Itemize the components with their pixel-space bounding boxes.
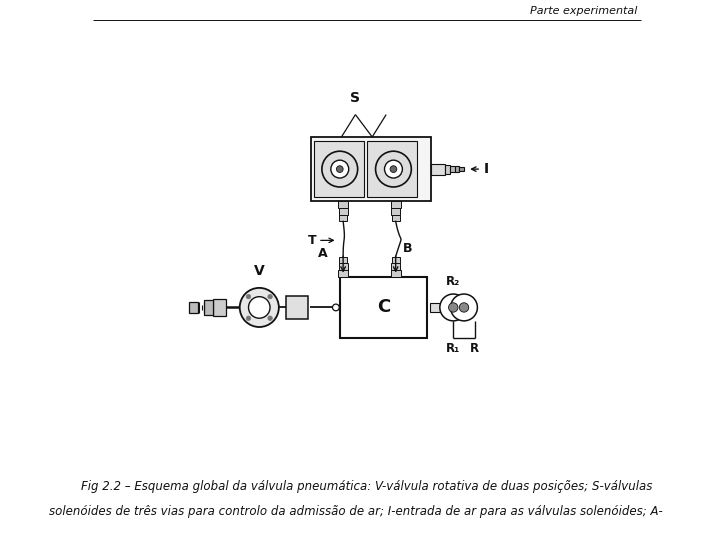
Circle shape (384, 160, 402, 178)
Bar (339, 257, 347, 263)
Circle shape (246, 316, 251, 320)
Circle shape (248, 297, 270, 318)
Circle shape (268, 316, 272, 320)
Bar (338, 201, 348, 208)
Bar (205, 300, 213, 315)
Text: V: V (254, 264, 265, 278)
Bar (339, 208, 347, 215)
Bar (430, 303, 440, 312)
Bar (455, 166, 459, 172)
Bar (338, 270, 348, 277)
Text: Fig 2.2 – Esquema global da válvula pneumática: V-válvula rotativa de duas posiç: Fig 2.2 – Esquema global da válvula pneu… (81, 480, 652, 493)
Bar (450, 165, 455, 172)
Text: R₁: R₁ (446, 342, 460, 355)
Circle shape (322, 151, 358, 187)
Bar (286, 296, 308, 319)
Bar (391, 208, 400, 215)
Bar (445, 164, 450, 173)
Text: C: C (377, 299, 390, 316)
Circle shape (448, 303, 458, 312)
Text: I: I (484, 162, 489, 176)
Circle shape (376, 151, 411, 187)
Text: A: A (318, 247, 327, 260)
Bar (213, 299, 226, 316)
Circle shape (331, 160, 349, 178)
Text: S: S (350, 91, 360, 105)
Text: R₂: R₂ (446, 276, 460, 288)
Circle shape (459, 303, 469, 312)
Bar (339, 263, 347, 270)
Text: B: B (402, 242, 412, 255)
Bar (367, 141, 417, 197)
Bar (311, 137, 431, 201)
Text: solenóides de três vias para controlo da admissão de ar; I-entrada de ar para as: solenóides de três vias para controlo da… (49, 505, 662, 518)
Circle shape (268, 295, 272, 299)
Circle shape (332, 304, 339, 311)
Text: R: R (470, 342, 479, 355)
Circle shape (440, 294, 467, 321)
Bar (391, 270, 401, 277)
Bar (391, 201, 401, 208)
Text: Parte experimental: Parte experimental (531, 6, 638, 16)
Circle shape (337, 165, 343, 172)
Circle shape (246, 295, 251, 299)
Circle shape (450, 294, 478, 321)
Bar (340, 277, 427, 338)
Circle shape (240, 288, 279, 327)
Text: T: T (308, 234, 316, 247)
Bar (392, 215, 400, 221)
Bar (431, 163, 445, 174)
Bar (391, 263, 400, 270)
Bar (459, 167, 465, 171)
Circle shape (390, 165, 397, 172)
Bar (339, 215, 347, 221)
Bar (190, 302, 198, 313)
Bar (314, 141, 364, 197)
Bar (392, 257, 400, 263)
